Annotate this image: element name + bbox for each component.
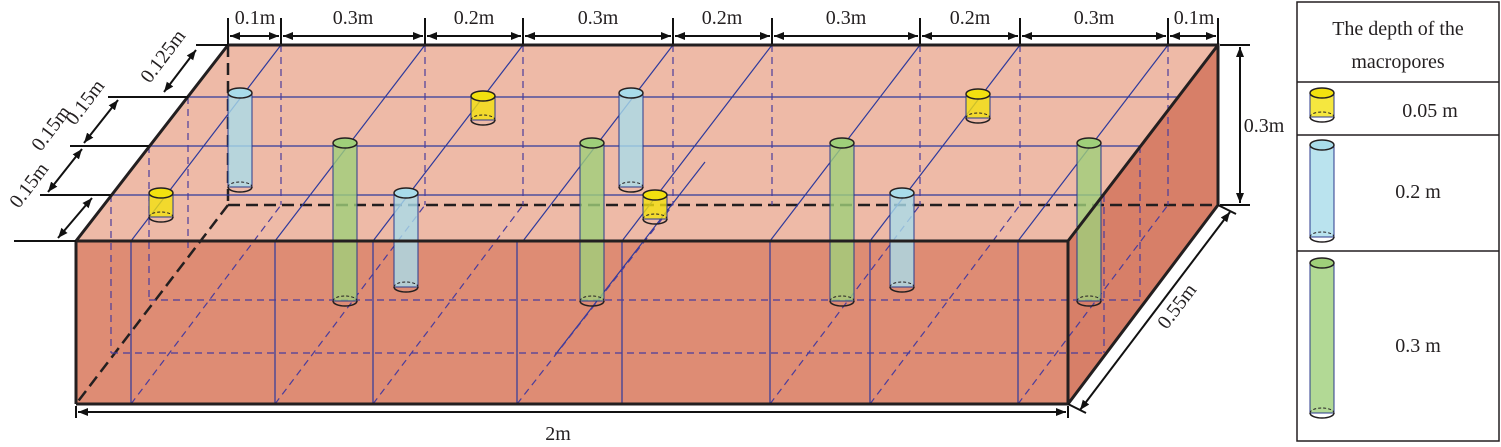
legend-title-line1: The depth of the [1332,18,1464,40]
side-dimensions [14,44,228,242]
dim-label-depth: 0.55m [1153,279,1201,333]
top-dimensions [227,18,1219,44]
dim-label-side-1: 0.125m [136,25,190,87]
legend-label-1: 0.2 m [1395,181,1441,203]
top-dimension-labels: 0.1m 0.3m 0.2m 0.3m 0.2m 0.3m 0.2m 0.3m … [235,7,1215,29]
dim-label-top-5: 0.2m [702,7,743,29]
legend-label-0: 0.05 m [1402,100,1458,122]
dim-label-length: 2m [545,423,571,445]
macropore-8 [332,137,358,307]
legend-label-2: 0.3 m [1395,335,1441,357]
dim-label-top-1: 0.1m [235,7,276,29]
legend-title-line2: macropores [1351,51,1445,73]
dim-label-top-2: 0.3m [333,7,374,29]
height-dimension [1220,44,1250,206]
macropore-5 [618,87,644,193]
dim-label-height: 0.3m [1244,115,1285,137]
depth-dimension [1067,204,1237,414]
dim-label-top-4: 0.3m [578,7,619,29]
length-dimension [75,406,1069,418]
legend: The depth of the macropores 0.05 m 0.2 m… [1296,1,1500,442]
dim-label-side-4: 0.15m [5,158,53,212]
dim-label-top-7: 0.2m [950,7,991,29]
macropore-2 [642,189,668,225]
legend-swatch-1 [1309,139,1335,243]
macropore-9 [579,137,605,307]
macropore-3 [965,88,991,124]
dim-label-top-9: 0.1m [1174,7,1215,29]
macropore-4 [227,87,253,193]
legend-swatches [1309,87,1335,419]
box-front-face [76,241,1068,404]
legend-swatch-0 [1309,87,1335,123]
legend-swatch-2 [1309,257,1335,419]
macropore-0 [148,187,174,223]
macropore-10 [829,137,855,307]
dim-label-top-6: 0.3m [826,7,867,29]
dim-label-top-3: 0.2m [454,7,495,29]
box-top-face [76,45,1218,241]
macropore-11 [1076,137,1102,307]
dim-label-top-8: 0.3m [1074,7,1115,29]
macropore-1 [470,90,496,126]
